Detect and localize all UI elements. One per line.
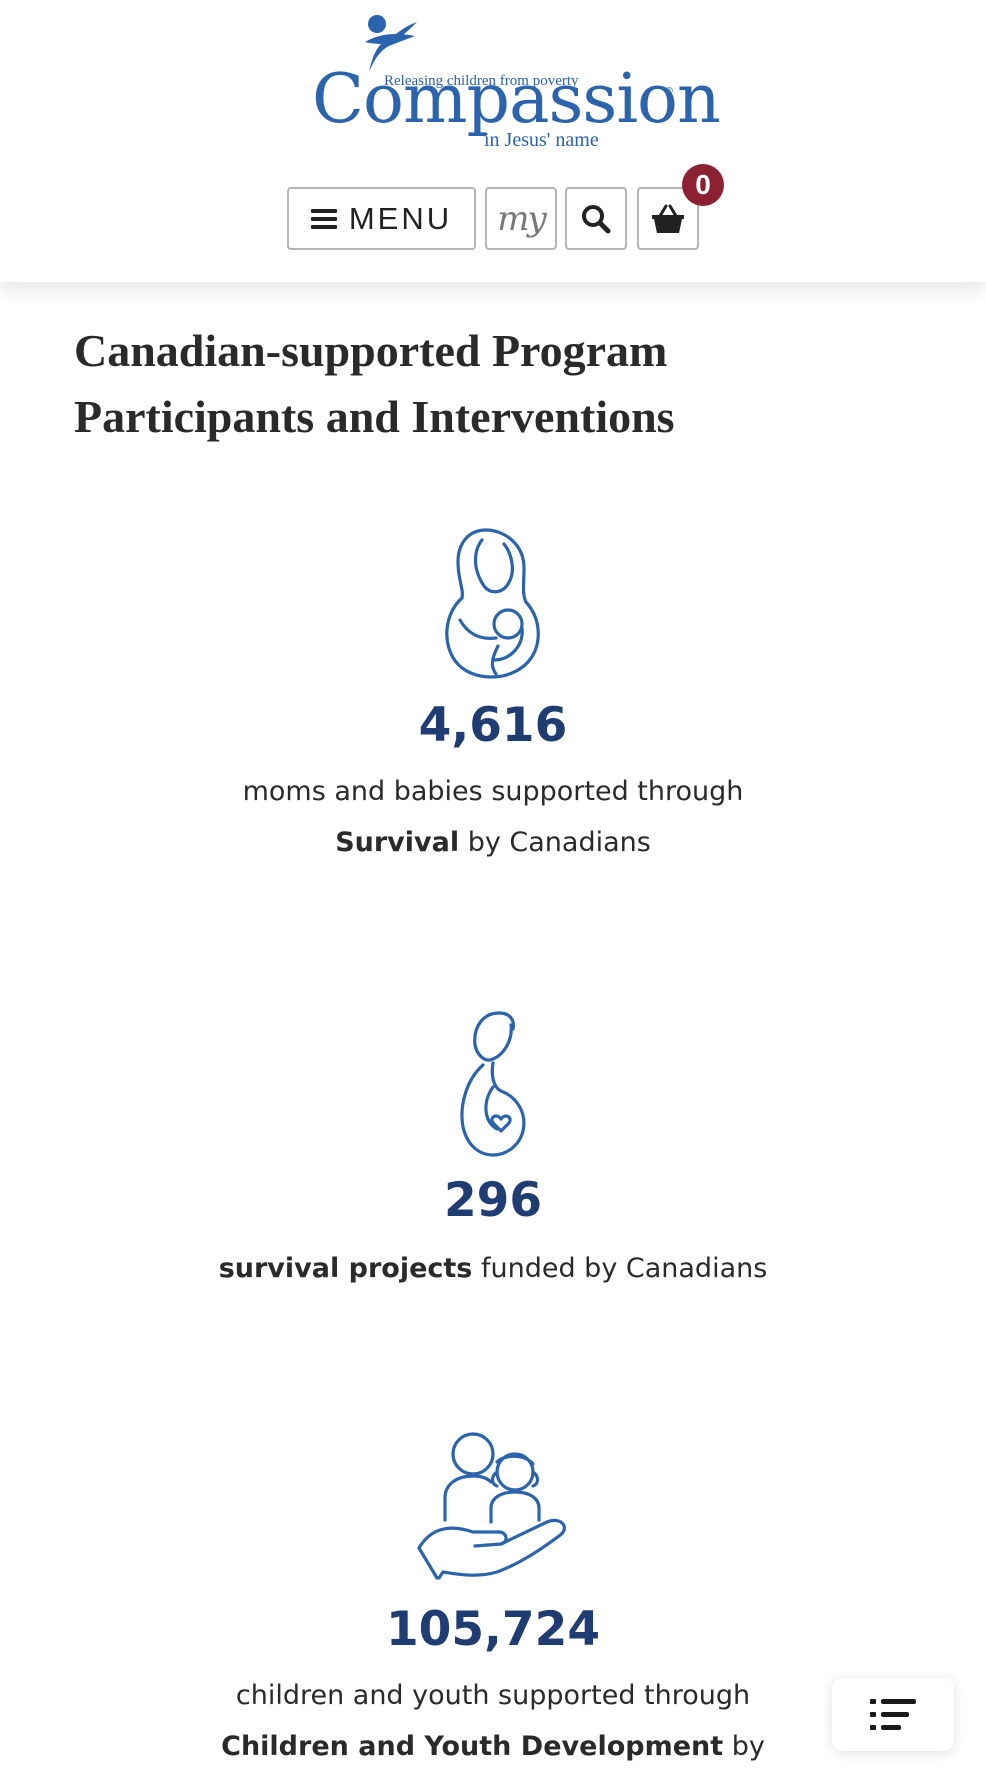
- logo-tagline: Releasing children from poverty: [384, 73, 579, 89]
- stat-survival-projects: 296 survival projects funded by Canadian…: [0, 1009, 986, 1294]
- search-button[interactable]: [565, 187, 627, 250]
- stat-desc-bold: Survival: [335, 827, 460, 858]
- shopping-basket-icon: [652, 204, 684, 233]
- stat-description: children and youth supported through Chi…: [0, 1670, 986, 1772]
- cart-count-badge: 0: [682, 164, 724, 206]
- menu-button[interactable]: MENU: [287, 187, 476, 250]
- stat-number: 296: [443, 1173, 543, 1228]
- stat-desc-rest: by: [723, 1731, 765, 1762]
- compassion-logo[interactable]: Releasing children from poverty Compassi…: [300, 12, 721, 162]
- stat-description: survival projects funded by Canadians: [0, 1243, 986, 1294]
- hand-children-icon: [417, 1432, 566, 1580]
- stat-desc-rest: funded by Canadians: [472, 1253, 768, 1284]
- stat-number: 4,616: [418, 698, 568, 753]
- site-header: Releasing children from poverty Compassi…: [0, 0, 986, 282]
- search-icon: [582, 204, 611, 233]
- mother-baby-icon: [445, 528, 540, 679]
- stat-desc-rest: by Canadians: [459, 827, 651, 858]
- stat-number: 105,724: [385, 1602, 601, 1657]
- pregnant-woman-icon: [460, 1011, 526, 1157]
- section-title-line-2: Participants and Interventions: [74, 391, 675, 442]
- section-title: Canadian-supported Program Participants …: [74, 318, 854, 450]
- section-title-line-1: Canadian-supported Program: [74, 325, 668, 376]
- logo-wordmark: Compassion: [312, 60, 721, 139]
- cart-button[interactable]: [637, 187, 699, 250]
- stat-children-youth: 105,724 children and youth supported thr…: [0, 1432, 986, 1772]
- menu-label: MENU: [348, 200, 453, 236]
- list-icon: [870, 1698, 916, 1730]
- logo-figure-icon: [365, 15, 417, 72]
- hamburger-icon: [310, 208, 337, 229]
- logo-registered-mark: ®: [664, 86, 674, 97]
- stat-description: moms and babies supported through Surviv…: [0, 766, 986, 868]
- stat-desc-bold: Children and Youth Development: [221, 1731, 724, 1762]
- my-account-button[interactable]: my: [485, 187, 557, 250]
- stat-desc-bold: survival projects: [218, 1253, 473, 1284]
- stat-desc-line: children and youth supported through: [235, 1680, 751, 1711]
- logo-subtagline: in Jesus' name: [484, 129, 599, 151]
- my-label: my: [497, 198, 546, 239]
- stat-moms-babies: 4,616 moms and babies supported through …: [0, 528, 986, 868]
- stat-desc-line: moms and babies supported through: [242, 776, 744, 807]
- table-of-contents-button[interactable]: [832, 1678, 954, 1751]
